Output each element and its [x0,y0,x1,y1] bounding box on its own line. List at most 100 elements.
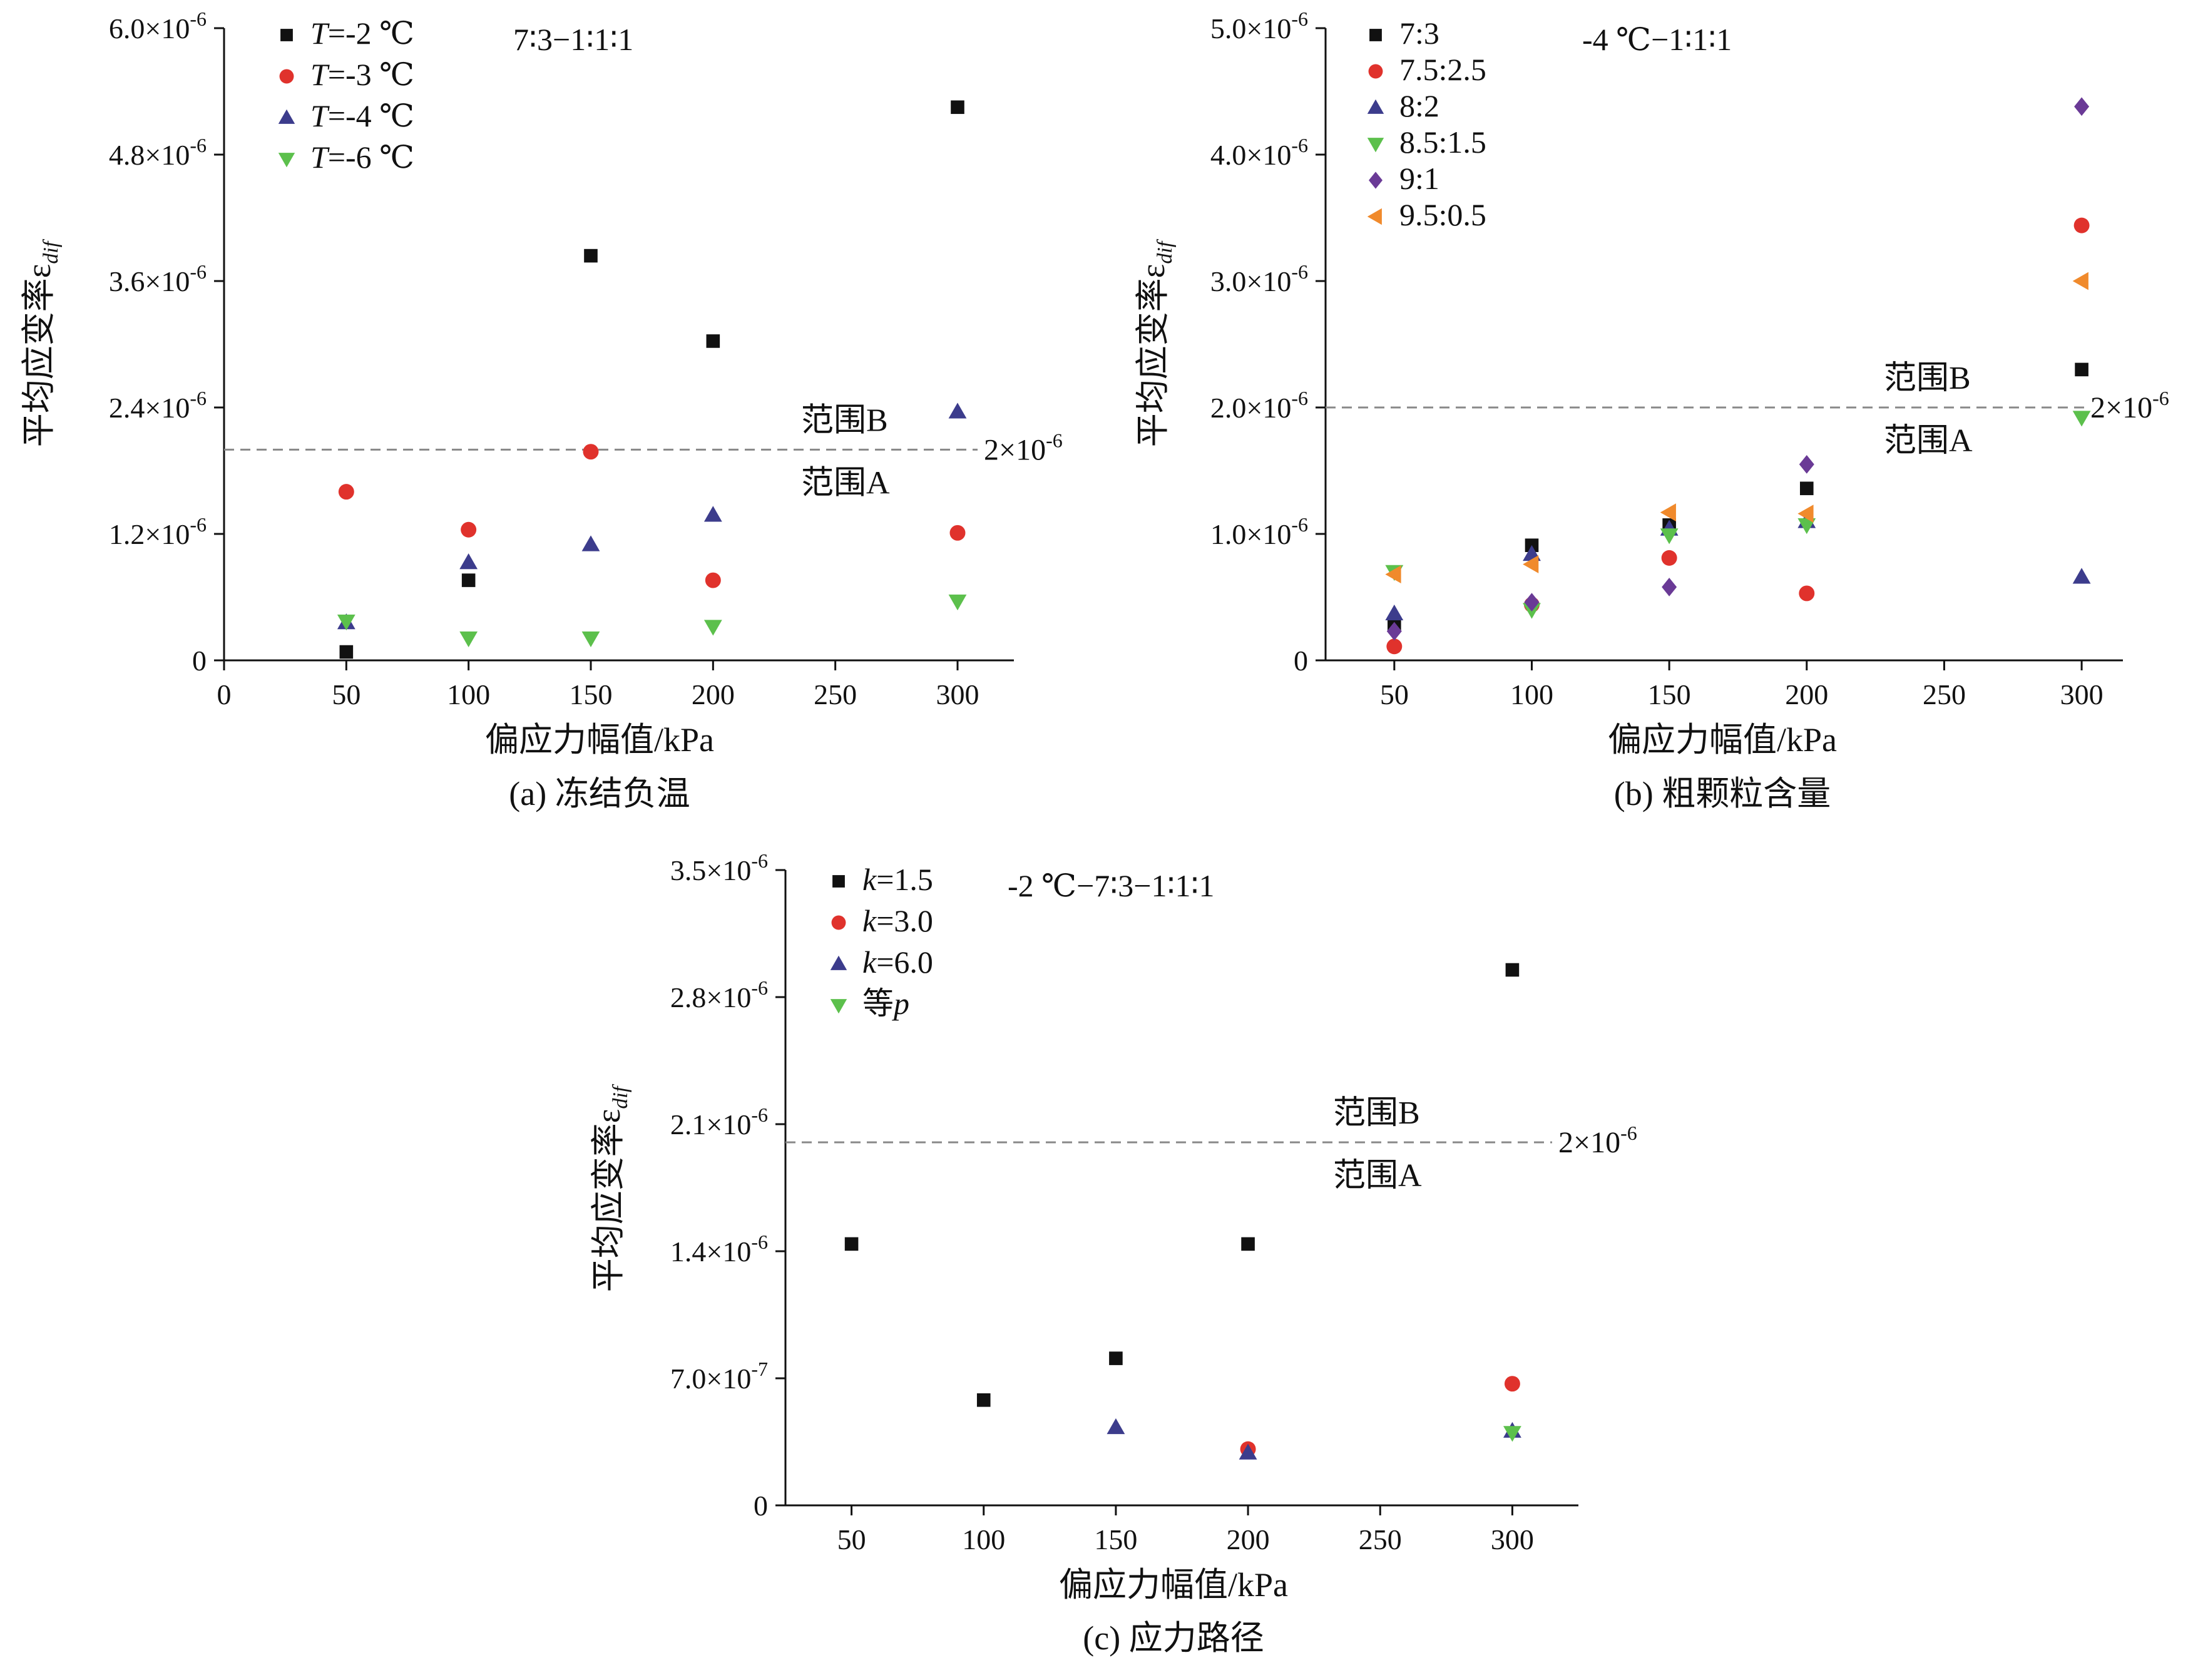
legend-marker-2 [279,69,294,84]
data-point-series-2 [1661,550,1677,566]
threshold-label: 2×10-6 [984,429,1063,466]
data-point-series-4 [459,631,478,648]
legend-marker-4 [830,999,847,1014]
data-point-series-2 [1504,1376,1520,1392]
data-point-series-2 [583,444,599,460]
chart-panel-3: 50 100 150 200 250 300 0 7.0×10-7 1.4×10-6 2.1×10… [590,849,1637,1657]
y-tick-label: 1.0×10-6 [1210,513,1308,550]
data-point-series-4 [337,614,355,631]
y-tick-label: 3.5×10-6 [670,849,768,886]
x-tick-label: 200 [1785,679,1828,710]
data-point-series-4 [703,620,722,636]
y-tick-label: 4.0×10-6 [1210,134,1308,171]
data-point-series-6 [1523,555,1539,573]
legend-entry-3: 8:2 [1399,88,1439,123]
y-tick-label: 1.4×10-6 [670,1231,768,1268]
x-tick-label: 250 [1923,679,1966,710]
data-point-series-3 [459,553,478,570]
legend-entry-2: 7.5:2.5 [1399,52,1486,87]
data-point-series-1 [951,100,964,115]
data-point-series-1 [461,573,476,587]
legend-entry-1: T=-2 ℃ [310,16,414,51]
y-tick-label: 0 [1294,645,1308,677]
y-tick-label: 5.0×10-6 [1210,8,1308,44]
legend-entry-4: T=-6 ℃ [310,140,414,175]
legend-marker-3 [278,109,295,124]
legend-marker-5 [1369,172,1383,189]
data-point-series-1 [2075,362,2088,377]
legend-marker-1 [832,875,845,888]
legend-entry-4: 等p [862,986,909,1021]
x-tick-label: 200 [692,679,735,710]
y-tick-label: 2.4×10-6 [109,387,207,424]
data-point-series-4 [1660,528,1679,545]
x-tick-label: 150 [1648,679,1691,710]
x-tick-label: 100 [962,1524,1005,1555]
threshold-label: 2×10-6 [2090,387,2169,424]
data-point-series-3 [581,535,600,551]
data-point-series-3 [2072,568,2091,584]
legend-marker-4 [1367,138,1384,153]
data-point-series-2 [1799,585,1815,602]
data-point-series-2 [705,572,721,588]
legend-entry-5: 9:1 [1399,161,1439,196]
data-point-series-5 [1662,577,1677,597]
data-point-series-6 [2072,272,2088,290]
legend-marker-2 [1368,64,1383,79]
region-b-label: 范围B [801,402,888,438]
data-point-series-1 [1505,963,1520,977]
y-tick-label: 0 [192,645,207,677]
y-axis-title: 平均应变率εdif [590,1083,632,1292]
data-point-series-3 [1239,1443,1257,1460]
region-b-label: 范围B [1333,1095,1420,1131]
x-tick-label: 100 [1510,679,1553,710]
data-point-series-1 [1799,481,1814,496]
x-tick-label: 50 [332,679,360,710]
y-tick-label: 2.1×10-6 [670,1104,768,1140]
legend-entry-2: T=-3 ℃ [310,57,414,92]
legend-entry-1: 7:3 [1399,16,1439,51]
data-point-series-5 [2074,97,2090,116]
y-tick-label: 3.0×10-6 [1210,260,1308,297]
data-point-series-4 [1797,518,1816,535]
region-a-label: 范围A [1884,423,1973,459]
legend-entry-2: k=3.0 [862,903,933,938]
chart-caption: (c) 应力路径 [1083,1619,1264,1657]
y-axis-title: 平均应变率εdif [1134,238,1177,447]
legend-marker-1 [280,29,293,41]
region-a-label: 范围A [1333,1158,1422,1194]
data-point-series-3 [948,402,967,419]
data-point-series-1 [339,645,354,659]
x-tick-label: 150 [570,679,613,710]
legend-marker-2 [831,915,846,930]
x-tick-label: 300 [2060,679,2104,710]
data-point-series-1 [1109,1351,1123,1365]
region-a-label: 范围A [801,465,890,501]
data-point-series-5 [1524,593,1540,612]
legend-marker-3 [1367,99,1384,114]
data-point-series-1 [976,1393,991,1407]
data-point-series-6 [1660,503,1676,522]
data-point-series-4 [2072,411,2091,427]
legend-marker-4 [278,153,295,168]
legend-marker-1 [1369,29,1382,41]
y-tick-label: 2.8×10-6 [670,976,768,1013]
data-point-series-1 [584,248,598,263]
data-point-series-5 [1386,622,1402,641]
y-tick-label: 0 [754,1490,768,1522]
data-point-series-2 [2073,217,2090,233]
x-tick-label: 250 [1359,1524,1402,1555]
data-point-series-3 [1107,1418,1125,1435]
legend-entry-3: k=6.0 [862,945,933,980]
chart-caption: (b) 粗颗粒含量 [1614,775,1831,812]
chart-subtitle: -4 ℃−1∶1∶1 [1582,22,1732,57]
data-point-series-4 [1503,1426,1521,1442]
data-point-series-3 [1385,604,1404,621]
data-point-series-1 [844,1237,859,1251]
x-tick-label: 50 [1380,679,1409,710]
x-axis-title: 偏应力幅值/kPa [1608,721,1837,759]
x-tick-label: 100 [447,679,490,710]
data-point-series-2 [461,521,477,538]
data-point-series-2 [949,525,966,541]
